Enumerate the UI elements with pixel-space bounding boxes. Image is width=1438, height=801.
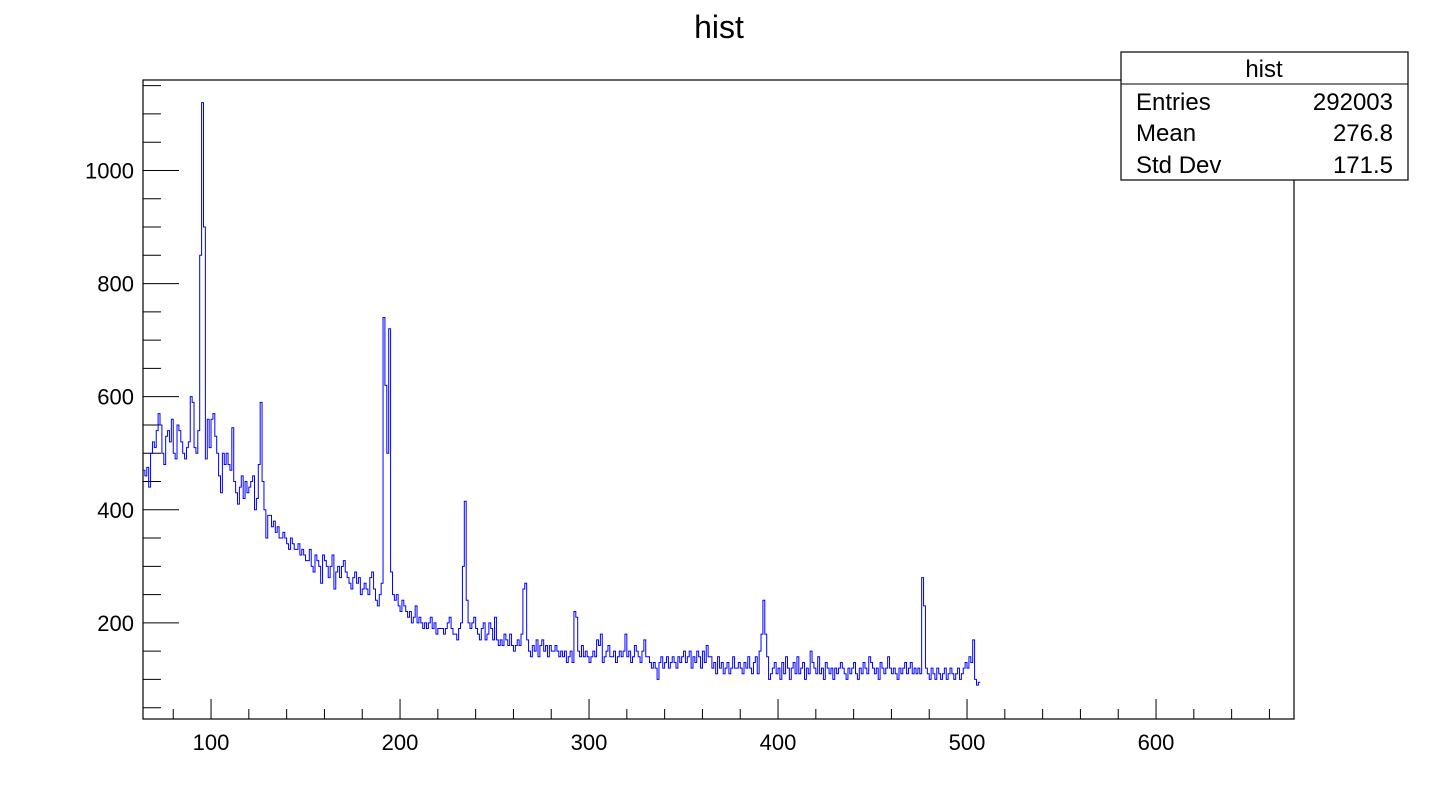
stats-mean-value: 276.8 <box>1333 120 1393 147</box>
histogram-series <box>143 102 981 686</box>
y-tick-label: 800 <box>97 272 134 297</box>
x-tick-label: 400 <box>760 730 797 755</box>
stats-mean-label: Mean <box>1136 120 1196 147</box>
y-tick-label: 600 <box>97 385 134 410</box>
y-axis: 200 400 600 800 1000 <box>85 85 179 709</box>
stats-box-title: hist <box>1245 56 1283 83</box>
stats-stddev-label: Std Dev <box>1136 152 1221 179</box>
y-tick-label: 400 <box>97 498 134 523</box>
x-tick-label: 200 <box>382 730 419 755</box>
y-tick-label: 200 <box>97 611 134 636</box>
x-axis: 100 200 300 400 500 600 <box>172 699 1270 755</box>
stats-entries-value: 292003 <box>1313 89 1393 116</box>
stats-box-frame <box>1120 51 1409 181</box>
y-tick-label: 1000 <box>85 158 134 183</box>
x-tick-label: 500 <box>949 730 986 755</box>
x-tick-label: 300 <box>571 730 608 755</box>
stats-stddev-value: 171.5 <box>1333 152 1393 179</box>
stats-box: hist Entries 292003 Mean 276.8 Std Dev 1… <box>1120 51 1409 181</box>
plot-frame <box>142 79 1295 720</box>
x-tick-label: 100 <box>193 730 230 755</box>
chart-title: hist <box>694 9 744 45</box>
x-tick-label: 600 <box>1138 730 1175 755</box>
stats-entries-label: Entries <box>1136 89 1211 116</box>
